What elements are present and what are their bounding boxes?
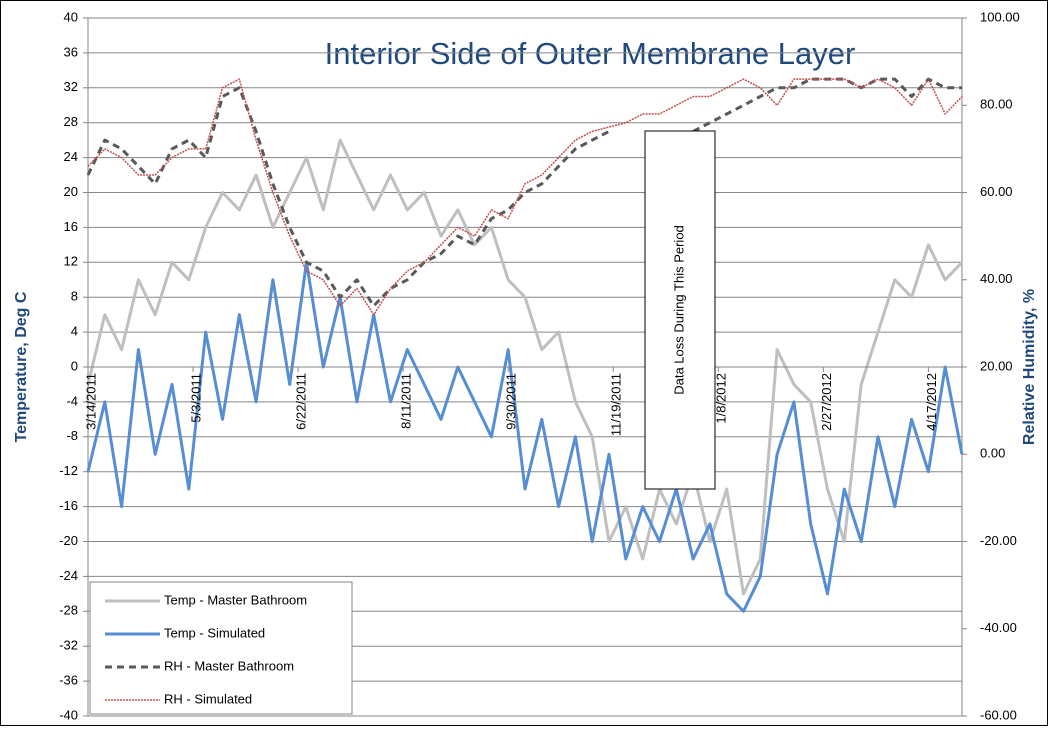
x-tick-label: 9/30/2011 <box>504 373 519 430</box>
y-tick-label: -24 <box>59 568 78 583</box>
legend-box <box>89 581 353 715</box>
x-tick-label: 5/3/2011 <box>188 373 203 423</box>
legend-label: Temp - Master Bathroom <box>164 592 307 607</box>
y-tick-label: -12 <box>59 463 78 478</box>
y-tick-label: 24 <box>64 149 78 164</box>
x-tick-label: 4/17/2012 <box>924 373 939 431</box>
annotation: Data Loss During This Period <box>671 225 686 395</box>
x-tick-label: 2/27/2012 <box>819 373 834 431</box>
x-tick-label: 3/14/2011 <box>83 373 98 430</box>
y-tick-label: 40 <box>64 9 78 24</box>
legend-label: RH - Master Bathroom <box>164 658 294 673</box>
annotation-box <box>644 130 716 490</box>
chart-title: Interior Side of Outer Membrane Layer <box>325 36 856 71</box>
y-tick-label: 28 <box>64 114 78 129</box>
y2-tick-label: 20.00 <box>980 358 1013 373</box>
x-tick-label: 1/8/2012 <box>714 373 729 424</box>
series-line <box>87 78 963 316</box>
y-tick-label: -20 <box>59 533 78 548</box>
series-line <box>86 260 964 613</box>
x-tick-label: 6/22/2011 <box>294 373 309 430</box>
legend-label: RH - Simulated <box>164 691 252 706</box>
y-tick-label: -32 <box>59 638 78 653</box>
y-tick-label: -36 <box>59 673 78 688</box>
y2-tick-label: 80.00 <box>980 97 1013 112</box>
y-tick-label: 36 <box>64 44 78 59</box>
y-tick-label: -16 <box>59 498 78 513</box>
y-axis-title: Temperature, Deg C <box>13 291 30 442</box>
x-tick-label: 8/11/2011 <box>399 373 414 429</box>
y-tick-label: 4 <box>71 324 78 339</box>
y-tick-label: -4 <box>66 393 78 408</box>
y-tick-label: 12 <box>64 254 78 269</box>
x-tick-label: 11/19/2011 <box>609 373 624 436</box>
y-tick-label: 20 <box>64 184 78 199</box>
y2-tick-label: 100.00 <box>980 9 1020 24</box>
legend: Temp - Master Bathroom Temp - Simulated RH… <box>89 581 353 715</box>
y2-axis-title: Relative Humidity, % <box>1021 289 1038 445</box>
series-line <box>86 138 964 596</box>
y-tick-label: 0 <box>71 358 78 373</box>
y-tick-label: 16 <box>64 219 78 234</box>
y2-tick-label: -60.00 <box>980 707 1017 722</box>
y-tick-label: 32 <box>64 79 78 94</box>
y-tick-label: -28 <box>59 603 78 618</box>
y-tick-label: -8 <box>66 428 78 443</box>
y2-tick-label: 60.00 <box>980 184 1013 199</box>
y2-tick-label: -20.00 <box>980 533 1017 548</box>
y2-tick-label: 0.00 <box>980 446 1005 461</box>
y-tick-label: -40 <box>59 707 78 722</box>
legend-label: Temp - Simulated <box>164 625 265 640</box>
y-tick-label: 8 <box>71 289 78 304</box>
y2-tick-label: -40.00 <box>980 620 1017 635</box>
y2-tick-label: 40.00 <box>980 271 1013 286</box>
